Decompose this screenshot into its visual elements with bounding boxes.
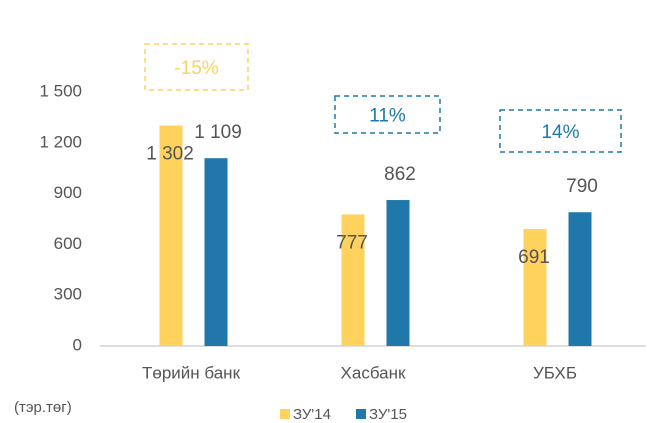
data-label: 1 109 (194, 122, 242, 143)
axis-unit-label: (тэр.төг) (14, 399, 72, 416)
y-tick-label: 600 (54, 234, 82, 253)
legend-label: ЗУ'15 (369, 406, 407, 423)
data-label: 1 302 (146, 144, 194, 165)
y-tick-label: 900 (54, 183, 82, 202)
bar (523, 228, 547, 346)
bar (204, 158, 228, 346)
data-label: 777 (336, 232, 368, 253)
data-label: 790 (566, 176, 598, 197)
annotation: 14% (541, 122, 579, 143)
annotation-box (334, 95, 441, 134)
legend-label: ЗУ'14 (293, 406, 331, 423)
y-tick-label: 300 (54, 285, 82, 304)
legend-swatch (356, 409, 366, 419)
x-tick-label: УБХБ (533, 363, 577, 382)
bar (159, 125, 183, 346)
bar (568, 212, 592, 346)
annotation-box (144, 43, 249, 91)
annotation: 11% (369, 106, 406, 127)
y-tick-label: 1 200 (39, 132, 82, 151)
y-tick-label: 0 (73, 335, 82, 354)
data-label: 862 (384, 164, 416, 185)
x-tick-label: Хасбанк (341, 363, 406, 382)
data-label: 691 (518, 247, 550, 268)
legend-swatch (280, 409, 290, 419)
bar (341, 214, 365, 346)
y-tick-label: 1 500 (39, 81, 82, 100)
bar (386, 200, 410, 346)
x-tick-label: Төрийн банк (142, 363, 241, 382)
annotation: -15% (174, 58, 218, 79)
